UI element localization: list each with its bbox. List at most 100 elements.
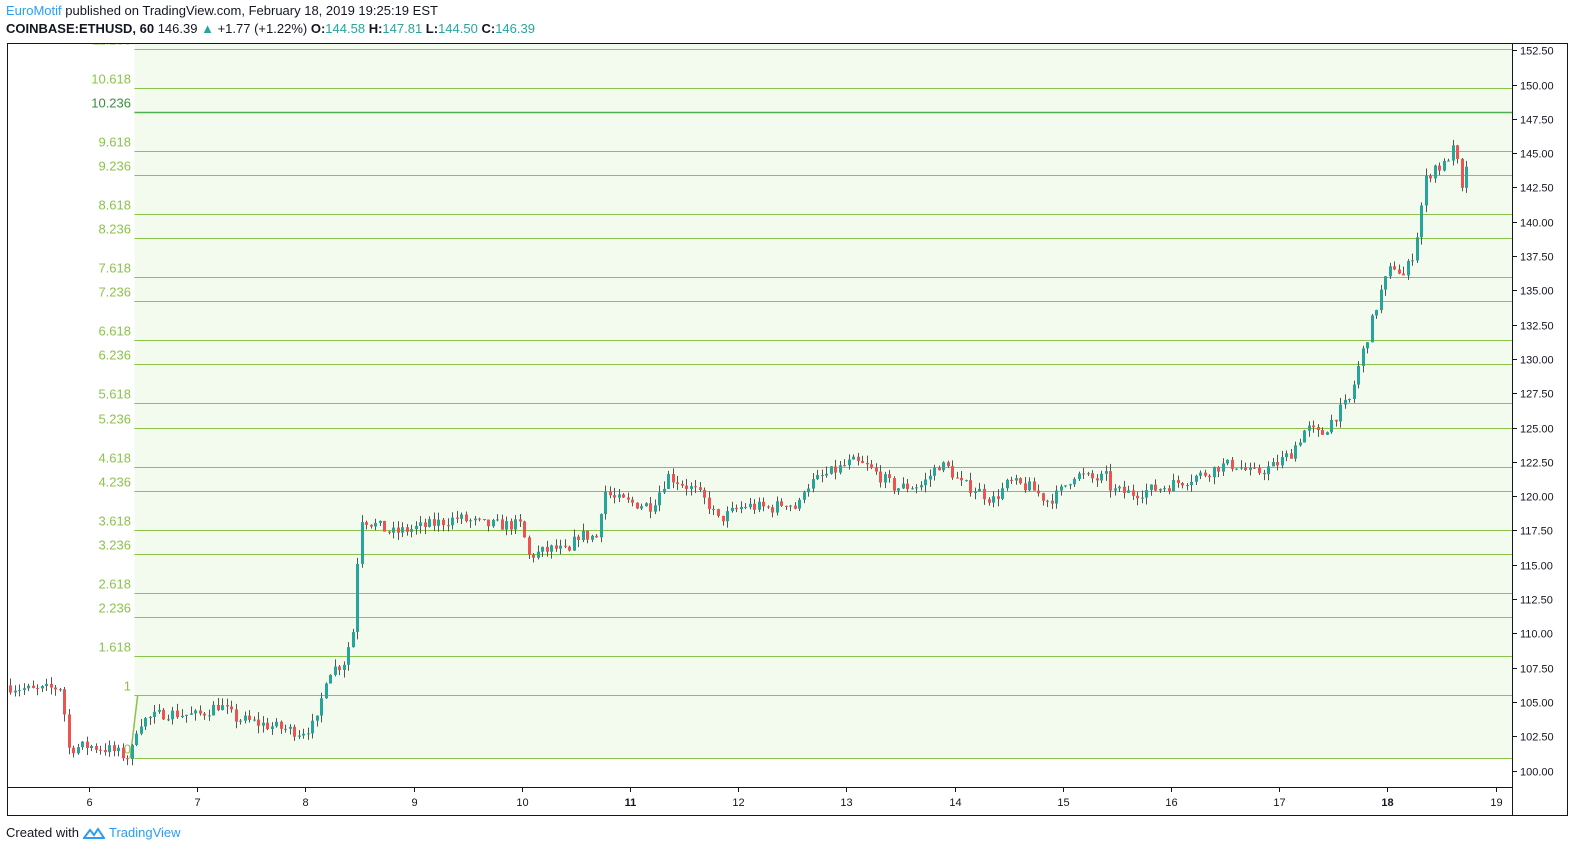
candle-body (1303, 430, 1306, 443)
candle-body (1299, 442, 1302, 446)
price-tick-label: 100.00 (1520, 767, 1554, 779)
candle-body (469, 520, 472, 522)
candle-body (663, 488, 666, 493)
candle-body (307, 733, 310, 735)
candle-body (740, 506, 743, 510)
candle-body (1294, 445, 1297, 459)
fib-level-label: 2.618 (98, 577, 131, 592)
candle-body (41, 686, 44, 689)
candle-body (1217, 466, 1220, 472)
candle-body (397, 527, 400, 533)
candle-body (410, 529, 413, 532)
candle-body (1362, 348, 1365, 366)
tradingview-brand-link[interactable]: TradingView (108, 825, 181, 840)
candle-body (546, 546, 549, 552)
candle-body (45, 683, 48, 687)
candle-body (1348, 398, 1351, 400)
candle-body (956, 477, 959, 479)
candle-body (1447, 160, 1450, 162)
candle-body (1366, 342, 1369, 349)
candle-body (81, 741, 84, 748)
candle-body (483, 519, 486, 521)
candle-body (253, 719, 256, 721)
candle-body (505, 521, 508, 530)
candle-body (1123, 486, 1126, 493)
candle-body (929, 475, 932, 480)
candle-body (1425, 175, 1428, 206)
candle-body (794, 505, 797, 509)
candle-body (703, 489, 706, 498)
close-value: 146.39 (495, 21, 535, 36)
candle-body (104, 750, 107, 753)
candle-body (90, 746, 93, 749)
candle-body (1443, 160, 1446, 171)
candle-body (365, 522, 368, 525)
candle-body (487, 519, 490, 527)
candle-body (383, 520, 386, 532)
candle-body (843, 465, 846, 467)
candle-body (478, 518, 481, 520)
candle-body (1096, 478, 1099, 481)
price-tick-label: 137.50 (1520, 252, 1554, 264)
candle-body (1375, 310, 1378, 316)
author-link[interactable]: EuroMotif (6, 3, 62, 18)
fibonacci-extension[interactable]: 0 1 1.618 2.236 2.618 3.236 3.618 4.236 4.618 5.2… (91, 9, 1512, 759)
candle-body (1168, 488, 1171, 492)
candle-body (1109, 471, 1112, 491)
candle-body (1055, 490, 1058, 504)
candle-body (897, 488, 900, 491)
candle-body (812, 479, 815, 489)
candle-body (933, 467, 936, 476)
candle-body (830, 466, 833, 474)
candle-body (600, 514, 603, 538)
candle-body (113, 745, 116, 752)
candle-body (171, 710, 174, 720)
candle-body (208, 715, 211, 717)
candle-body (1208, 475, 1211, 478)
candle-body (924, 479, 927, 486)
candle-body (433, 519, 436, 526)
candle-body (1389, 266, 1392, 277)
candle-body (708, 497, 711, 510)
candle-body (311, 720, 314, 734)
fib-level-label: 10.236 (91, 96, 131, 111)
candle-body (284, 728, 287, 730)
candle-body (9, 685, 12, 693)
candle-body (1398, 269, 1401, 274)
candle-body (248, 715, 251, 720)
candle-body (334, 666, 337, 675)
candle-body (158, 709, 161, 712)
candle-body (1199, 472, 1202, 476)
candle-body (135, 733, 138, 745)
candle-body (370, 524, 373, 527)
candle-body (1249, 467, 1252, 471)
candle-body (1456, 145, 1459, 159)
candle-body (717, 509, 720, 516)
candle-body (1136, 495, 1139, 499)
candle-body (947, 462, 950, 467)
fib-level-label: 9.236 (98, 159, 131, 174)
candlestick-series (9, 139, 1468, 766)
candle-body (1371, 315, 1374, 343)
candle-body (672, 474, 675, 483)
candle-body (965, 480, 968, 482)
candle-body (915, 487, 918, 489)
candle-body (1380, 289, 1383, 311)
candle-body (230, 706, 233, 710)
candle-body (978, 488, 981, 492)
candle-body (861, 460, 864, 463)
time-tick-label: 14 (949, 797, 961, 809)
candle-body (685, 485, 688, 489)
candle-body (316, 715, 319, 721)
price-axis[interactable]: 100.00 102.50 105.00 107.50 110.00 112.50 115.… (1512, 46, 1554, 779)
time-axis[interactable]: 6 7 8 9 10 11 12 13 14 15 16 17 18 19 (86, 787, 1503, 809)
tradingview-logo-icon[interactable] (82, 826, 105, 840)
candle-body (289, 726, 292, 729)
candle-body (1046, 500, 1049, 502)
fib-level-label: 6.618 (98, 324, 131, 339)
candle-body (244, 715, 247, 721)
candle-body (447, 525, 450, 527)
candle-body (667, 474, 670, 489)
candle-body (1240, 467, 1243, 469)
